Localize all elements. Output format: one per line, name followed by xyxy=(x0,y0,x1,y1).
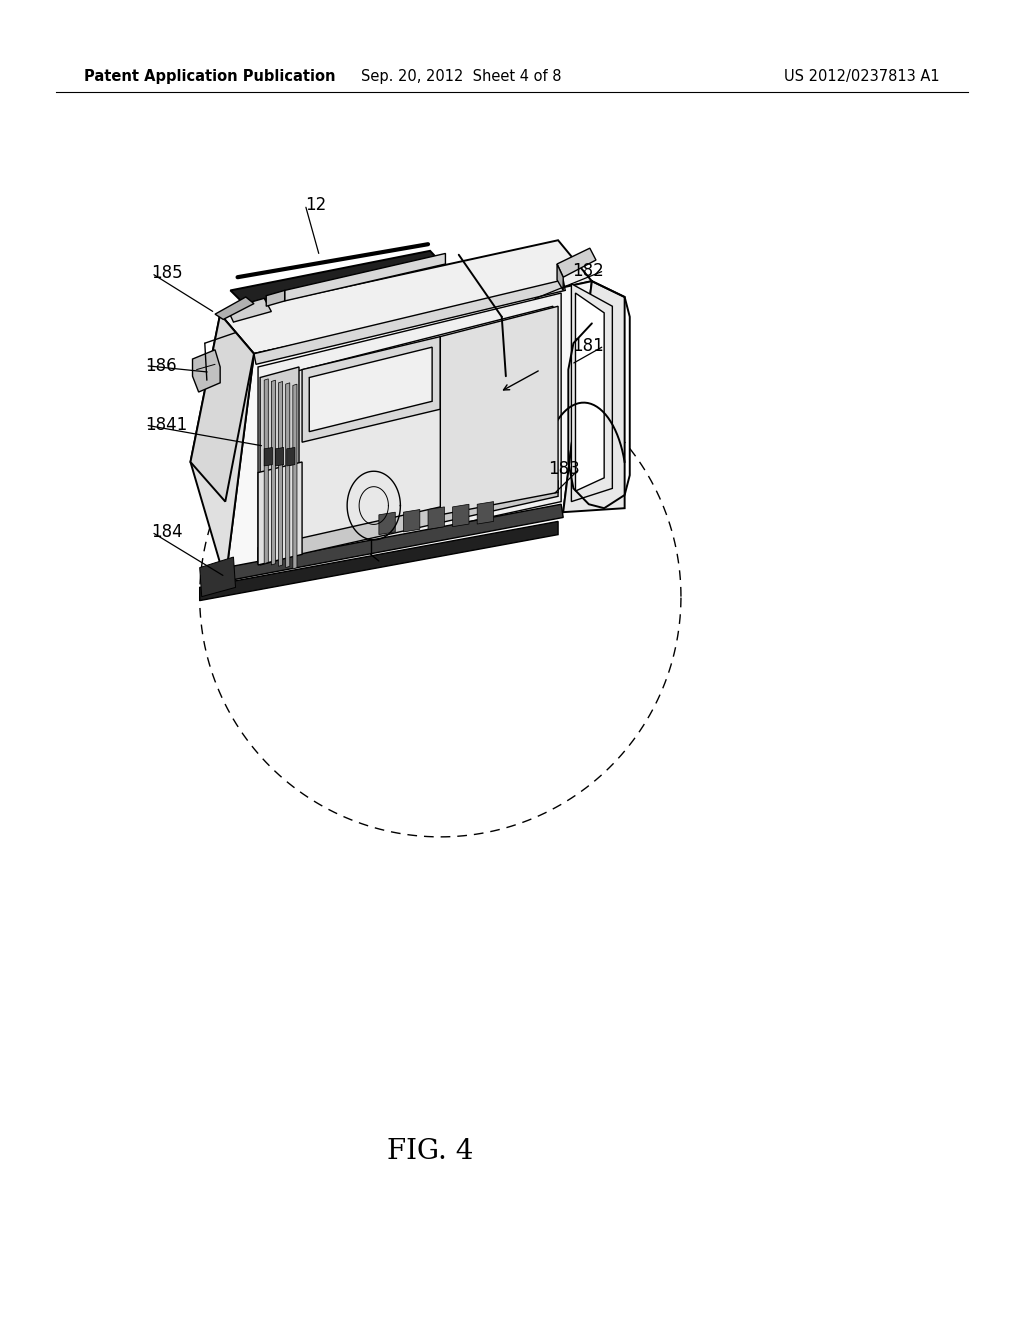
Text: Patent Application Publication: Patent Application Publication xyxy=(84,69,336,84)
Polygon shape xyxy=(200,521,558,601)
Text: 1841: 1841 xyxy=(145,416,187,434)
Text: 12: 12 xyxy=(305,195,327,214)
Polygon shape xyxy=(557,264,563,290)
Polygon shape xyxy=(557,248,596,277)
Polygon shape xyxy=(258,293,561,568)
Polygon shape xyxy=(230,251,442,304)
Polygon shape xyxy=(225,281,592,581)
Text: 183: 183 xyxy=(548,459,580,478)
Polygon shape xyxy=(440,306,558,515)
Polygon shape xyxy=(575,293,604,491)
Polygon shape xyxy=(258,462,302,565)
Polygon shape xyxy=(287,447,295,466)
Polygon shape xyxy=(193,350,220,392)
Text: 186: 186 xyxy=(145,356,177,375)
Text: 182: 182 xyxy=(572,261,604,280)
Polygon shape xyxy=(264,379,268,564)
Polygon shape xyxy=(285,253,445,301)
Polygon shape xyxy=(227,298,271,322)
Polygon shape xyxy=(266,290,285,306)
Polygon shape xyxy=(275,447,284,466)
Text: Sep. 20, 2012  Sheet 4 of 8: Sep. 20, 2012 Sheet 4 of 8 xyxy=(360,69,561,84)
Text: 181: 181 xyxy=(572,337,604,355)
Polygon shape xyxy=(571,284,612,502)
Polygon shape xyxy=(403,510,420,532)
Polygon shape xyxy=(260,367,299,565)
Polygon shape xyxy=(286,383,290,568)
Polygon shape xyxy=(266,306,553,560)
Polygon shape xyxy=(264,447,272,466)
Text: 184: 184 xyxy=(152,523,183,541)
Text: 185: 185 xyxy=(152,264,183,282)
Polygon shape xyxy=(302,337,440,442)
Polygon shape xyxy=(279,381,283,566)
Polygon shape xyxy=(254,280,565,364)
Polygon shape xyxy=(190,314,254,502)
Polygon shape xyxy=(563,281,625,512)
Polygon shape xyxy=(453,504,469,527)
Polygon shape xyxy=(220,240,592,354)
Text: FIG. 4: FIG. 4 xyxy=(387,1138,473,1164)
Text: US 2012/0237813 A1: US 2012/0237813 A1 xyxy=(784,69,940,84)
Polygon shape xyxy=(258,480,558,564)
Polygon shape xyxy=(293,384,297,569)
Polygon shape xyxy=(215,297,254,319)
Polygon shape xyxy=(200,557,236,597)
Polygon shape xyxy=(190,314,254,581)
Polygon shape xyxy=(477,502,494,524)
Polygon shape xyxy=(271,380,275,565)
Polygon shape xyxy=(428,507,444,529)
Polygon shape xyxy=(379,512,395,535)
Polygon shape xyxy=(309,347,432,432)
Polygon shape xyxy=(225,504,563,581)
